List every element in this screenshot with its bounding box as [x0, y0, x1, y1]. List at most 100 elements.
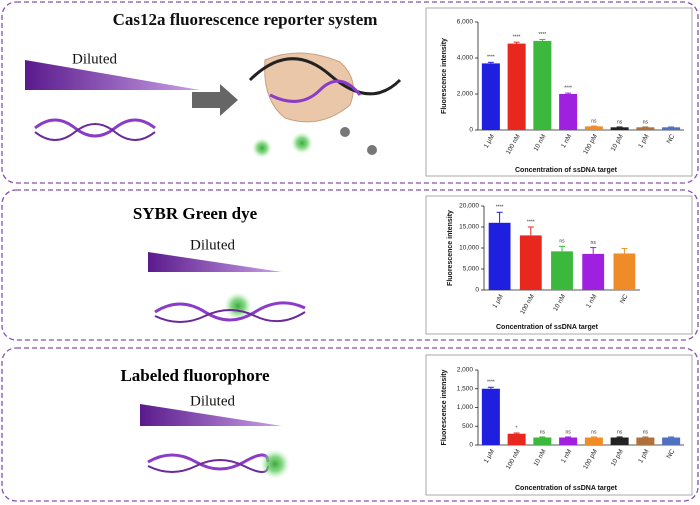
bar — [519, 235, 542, 290]
x-tick-label: 1 μM — [483, 133, 496, 149]
bar — [610, 127, 629, 130]
bar — [481, 63, 500, 130]
x-tick-label: 1 nM — [560, 133, 573, 149]
y-tick-label: 2,000 — [457, 367, 474, 374]
bar — [559, 437, 578, 445]
fluorophore — [252, 138, 272, 158]
x-tick-label: 100 nM — [505, 448, 522, 470]
bar — [584, 126, 603, 130]
y-tick-label: 500 — [462, 423, 473, 430]
y-axis-label: Fluorescence intensity — [441, 369, 448, 445]
x-axis-label: Concentration of ssDNA target — [515, 485, 618, 492]
y-tick-label: 4,000 — [457, 55, 474, 62]
y-tick-label: 0 — [475, 287, 479, 294]
x-tick-label: 10 pM — [610, 133, 625, 152]
dilution-wedge — [25, 60, 200, 90]
significance: ns — [591, 240, 597, 246]
y-tick-label: 20,000 — [459, 203, 479, 210]
x-tick-label: 10 pM — [610, 448, 625, 467]
x-axis-label: Concentration of ssDNA target — [496, 324, 599, 331]
y-axis-label: Fluorescence intensity — [447, 210, 454, 286]
bar — [636, 127, 655, 130]
y-tick-label: 6,000 — [457, 19, 474, 26]
diluted-label: Diluted — [190, 393, 235, 409]
panel-title: Cas12a fluorescence reporter system — [112, 10, 378, 29]
dna — [154, 301, 306, 322]
x-tick-label: 100 pM — [582, 133, 599, 155]
bar — [481, 388, 500, 445]
significance: **** — [487, 380, 495, 386]
y-tick-label: 2,000 — [457, 91, 474, 98]
quencher — [340, 127, 350, 137]
bar — [582, 253, 605, 290]
x-tick-label: 1 nM — [585, 293, 598, 309]
x-tick-label: 1 pM — [637, 133, 650, 149]
arrow — [192, 84, 238, 116]
bar — [488, 222, 511, 290]
y-axis-label: Fluorescence intensity — [441, 38, 448, 114]
bar — [507, 43, 526, 130]
bar — [533, 437, 552, 445]
dilution-wedge — [148, 252, 282, 272]
x-tick-label: 10 nM — [532, 448, 547, 467]
significance: ns — [643, 429, 649, 435]
bar — [507, 433, 526, 445]
panel-title: SYBR Green dye — [133, 204, 258, 223]
fluorophore — [260, 449, 290, 479]
x-tick-label: 100 nM — [505, 133, 522, 155]
x-tick-label: NC — [666, 133, 677, 145]
dna — [269, 79, 362, 103]
bar — [584, 437, 603, 445]
dna — [154, 309, 306, 323]
x-tick-label: 10 nM — [532, 133, 547, 152]
bar — [559, 94, 578, 130]
x-tick-label: 1 μM — [483, 448, 496, 464]
significance: ns — [559, 239, 565, 245]
x-tick-label: 100 pM — [582, 448, 599, 470]
x-tick-label: NC — [619, 293, 630, 305]
significance: **** — [527, 219, 535, 225]
dna — [147, 459, 269, 473]
chart-frame — [425, 7, 693, 177]
significance: **** — [564, 85, 572, 91]
bar — [610, 437, 629, 445]
significance: * — [516, 425, 518, 431]
chart-frame — [425, 354, 693, 496]
bar — [551, 251, 573, 290]
dna — [34, 123, 156, 141]
y-tick-label: 1,000 — [457, 404, 474, 411]
dna — [147, 453, 270, 471]
y-tick-label: 0 — [469, 442, 473, 449]
panel-frame — [1, 347, 699, 502]
dilution-wedge — [140, 404, 282, 426]
x-tick-label: NC — [666, 448, 677, 460]
bar — [662, 127, 681, 130]
x-tick-label: 1 μM — [491, 293, 504, 309]
quencher — [367, 145, 377, 155]
diluted-label: Diluted — [190, 237, 235, 253]
significance: ns — [565, 429, 571, 435]
panel-title: Labeled fluorophore — [120, 366, 270, 385]
significance: ns — [643, 119, 649, 125]
fluorophore — [291, 132, 313, 154]
significance: ns — [617, 119, 623, 125]
bar — [533, 40, 552, 130]
significance: **** — [487, 55, 495, 61]
bar — [662, 437, 681, 445]
dna — [248, 57, 402, 96]
significance: **** — [538, 32, 546, 38]
significance: **** — [513, 34, 521, 40]
x-axis-label: Concentration of ssDNA target — [515, 167, 618, 174]
dna — [34, 118, 156, 138]
y-tick-label: 5,000 — [463, 266, 480, 273]
significance: ns — [591, 118, 597, 124]
bar — [636, 437, 655, 445]
x-tick-label: 10 nM — [552, 293, 567, 312]
x-tick-label: 100 nM — [519, 293, 536, 315]
y-tick-label: 0 — [469, 127, 473, 134]
panel-frame — [1, 189, 699, 341]
significance: ns — [540, 429, 546, 435]
significance: ns — [591, 429, 597, 435]
